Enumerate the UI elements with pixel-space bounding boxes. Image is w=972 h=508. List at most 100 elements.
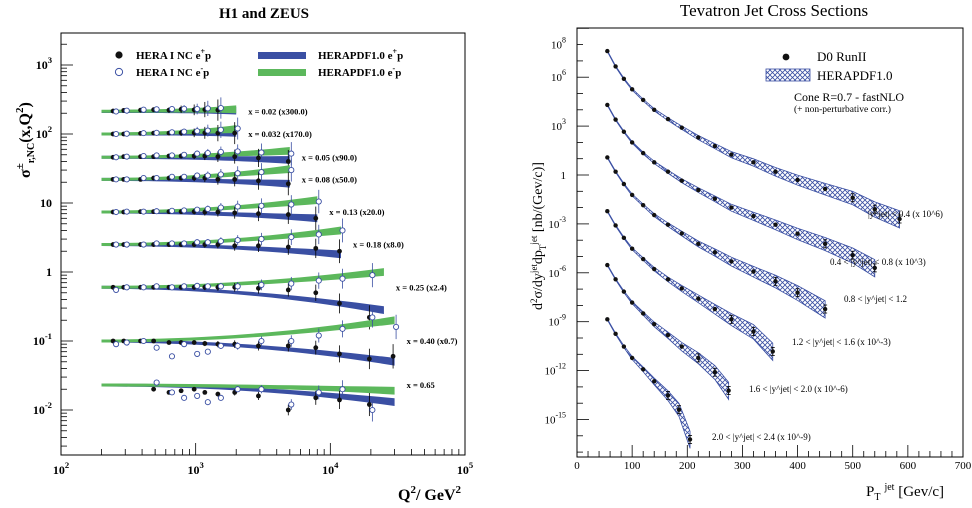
data-point-ep-minus bbox=[153, 344, 160, 351]
legend-swatch-hatch bbox=[765, 68, 811, 82]
data-point-d0 bbox=[773, 222, 778, 227]
rapidity-bin-label: 0.4 < |y^jet| < 0.8 (x 10^3) bbox=[830, 257, 926, 267]
data-point-ep-plus bbox=[285, 212, 291, 217]
data-point-d0 bbox=[679, 286, 684, 291]
right-y-tick-label: 10-12 bbox=[544, 362, 566, 378]
data-point-d0 bbox=[850, 253, 855, 258]
data-point-ep-minus bbox=[258, 169, 265, 176]
left-y-tick-label: 1 bbox=[46, 265, 52, 279]
data-point-ep-minus bbox=[181, 341, 188, 348]
data-point-ep-minus bbox=[113, 130, 120, 138]
data-point-d0 bbox=[621, 129, 627, 134]
fit-band bbox=[101, 268, 384, 289]
right-plot-area: |y^jet| < 0.4 (x 10^6) 0.4 < |y^jet| < 0.… bbox=[605, 48, 943, 449]
fit-band bbox=[101, 316, 395, 343]
series-label: x = 0.65 bbox=[407, 380, 435, 390]
data-point-ep-minus bbox=[217, 171, 224, 178]
data-point-d0 bbox=[629, 300, 635, 305]
data-point-ep-plus bbox=[166, 340, 172, 345]
data-point-d0 bbox=[712, 369, 718, 375]
data-point-d0 bbox=[729, 205, 734, 210]
data-point-d0 bbox=[640, 311, 646, 316]
data-point-ep-minus bbox=[258, 149, 265, 156]
data-point-ep-minus bbox=[194, 172, 201, 179]
data-point-ep-plus bbox=[256, 155, 261, 161]
data-point-ep-plus bbox=[313, 290, 319, 296]
right-note-cone: Cone R=0.7 - fastNLO bbox=[794, 90, 904, 104]
data-point-d0 bbox=[605, 262, 610, 268]
data-point-ep-minus bbox=[217, 394, 224, 401]
data-point-ep-plus bbox=[232, 176, 238, 182]
data-point-ep-plus bbox=[215, 176, 221, 182]
data-point-d0 bbox=[652, 160, 657, 165]
data-point-ep-minus bbox=[140, 337, 147, 345]
data-point-d0 bbox=[696, 296, 701, 301]
data-point-ep-minus bbox=[113, 154, 120, 161]
data-point-d0 bbox=[613, 223, 618, 228]
data-point-ep-plus bbox=[232, 210, 238, 216]
data-point-d0 bbox=[605, 102, 610, 108]
data-point-d0 bbox=[629, 246, 635, 251]
series-label: x = 0.13 (x20.0) bbox=[329, 207, 384, 217]
data-point-d0 bbox=[872, 206, 877, 212]
data-point-d0 bbox=[687, 437, 693, 442]
data-point-ep-minus bbox=[168, 129, 176, 136]
data-point-ep-minus bbox=[181, 173, 188, 180]
series-label: x = 0.08 (x50.0) bbox=[302, 174, 357, 184]
data-point-ep-minus bbox=[153, 283, 160, 290]
data-point-d0 bbox=[773, 279, 778, 284]
data-point-ep-minus bbox=[140, 208, 147, 215]
data-point-ep-minus bbox=[168, 284, 176, 291]
data-point-d0 bbox=[795, 231, 800, 236]
data-point-ep-minus bbox=[234, 237, 241, 244]
pdf-band bbox=[606, 102, 876, 278]
data-point-ep-minus bbox=[204, 172, 211, 179]
rapidity-bin-label: 1.6 < |y^jet| < 2.0 (x 10^-6) bbox=[749, 384, 848, 394]
data-point-d0 bbox=[652, 379, 657, 384]
data-point-ep-minus bbox=[234, 283, 241, 290]
data-point-d0 bbox=[696, 187, 701, 193]
left-x-tick-label: 103 bbox=[188, 460, 205, 477]
data-point-d0 bbox=[696, 355, 701, 361]
data-point-ep-plus bbox=[285, 407, 291, 413]
data-point-ep-minus bbox=[204, 399, 211, 406]
data-point-d0 bbox=[751, 213, 756, 219]
data-point-ep-minus bbox=[140, 174, 147, 182]
legend-marker-d0 bbox=[782, 53, 790, 61]
data-point-ep-minus bbox=[288, 280, 295, 287]
data-point-d0 bbox=[679, 231, 684, 236]
data-point-ep-minus bbox=[204, 149, 211, 157]
legend-marker-filled bbox=[115, 51, 123, 59]
data-point-ep-minus bbox=[288, 150, 295, 157]
left-axis-ticks bbox=[60, 43, 460, 455]
data-point-ep-plus bbox=[285, 287, 291, 293]
data-point-ep-plus bbox=[256, 393, 261, 399]
legend-entry-ep-minus-data: HERA I NC e-p bbox=[136, 64, 209, 79]
data-point-d0 bbox=[773, 169, 778, 174]
data-point-ep-plus bbox=[337, 397, 342, 403]
data-point-ep-minus bbox=[140, 106, 147, 113]
right-y-tick-label: 10-9 bbox=[548, 313, 566, 329]
right-axis-ticks bbox=[576, 27, 964, 457]
data-point-ep-minus bbox=[204, 127, 211, 134]
data-point-ep-minus bbox=[181, 394, 188, 401]
data-point-ep-minus bbox=[288, 337, 295, 345]
data-point-ep-minus bbox=[217, 104, 224, 112]
right-y-tick-label: 108 bbox=[551, 36, 566, 52]
data-point-ep-minus bbox=[217, 342, 224, 349]
data-point-d0 bbox=[629, 355, 635, 361]
fit-band bbox=[101, 339, 395, 366]
data-point-ep-minus bbox=[123, 153, 130, 160]
data-point-ep-minus bbox=[113, 176, 120, 183]
data-point-ep-plus bbox=[337, 248, 342, 254]
data-point-d0 bbox=[770, 349, 775, 354]
data-point-d0 bbox=[712, 196, 718, 201]
data-point-d0 bbox=[726, 388, 731, 393]
rapidity-bin-label: 2.0 < |y^jet| < 2.4 (x 10^-9) bbox=[712, 432, 811, 442]
fit-band bbox=[101, 146, 290, 159]
data-point-ep-plus bbox=[366, 356, 372, 362]
data-point-ep-minus bbox=[113, 241, 120, 248]
data-point-d0 bbox=[605, 48, 610, 54]
